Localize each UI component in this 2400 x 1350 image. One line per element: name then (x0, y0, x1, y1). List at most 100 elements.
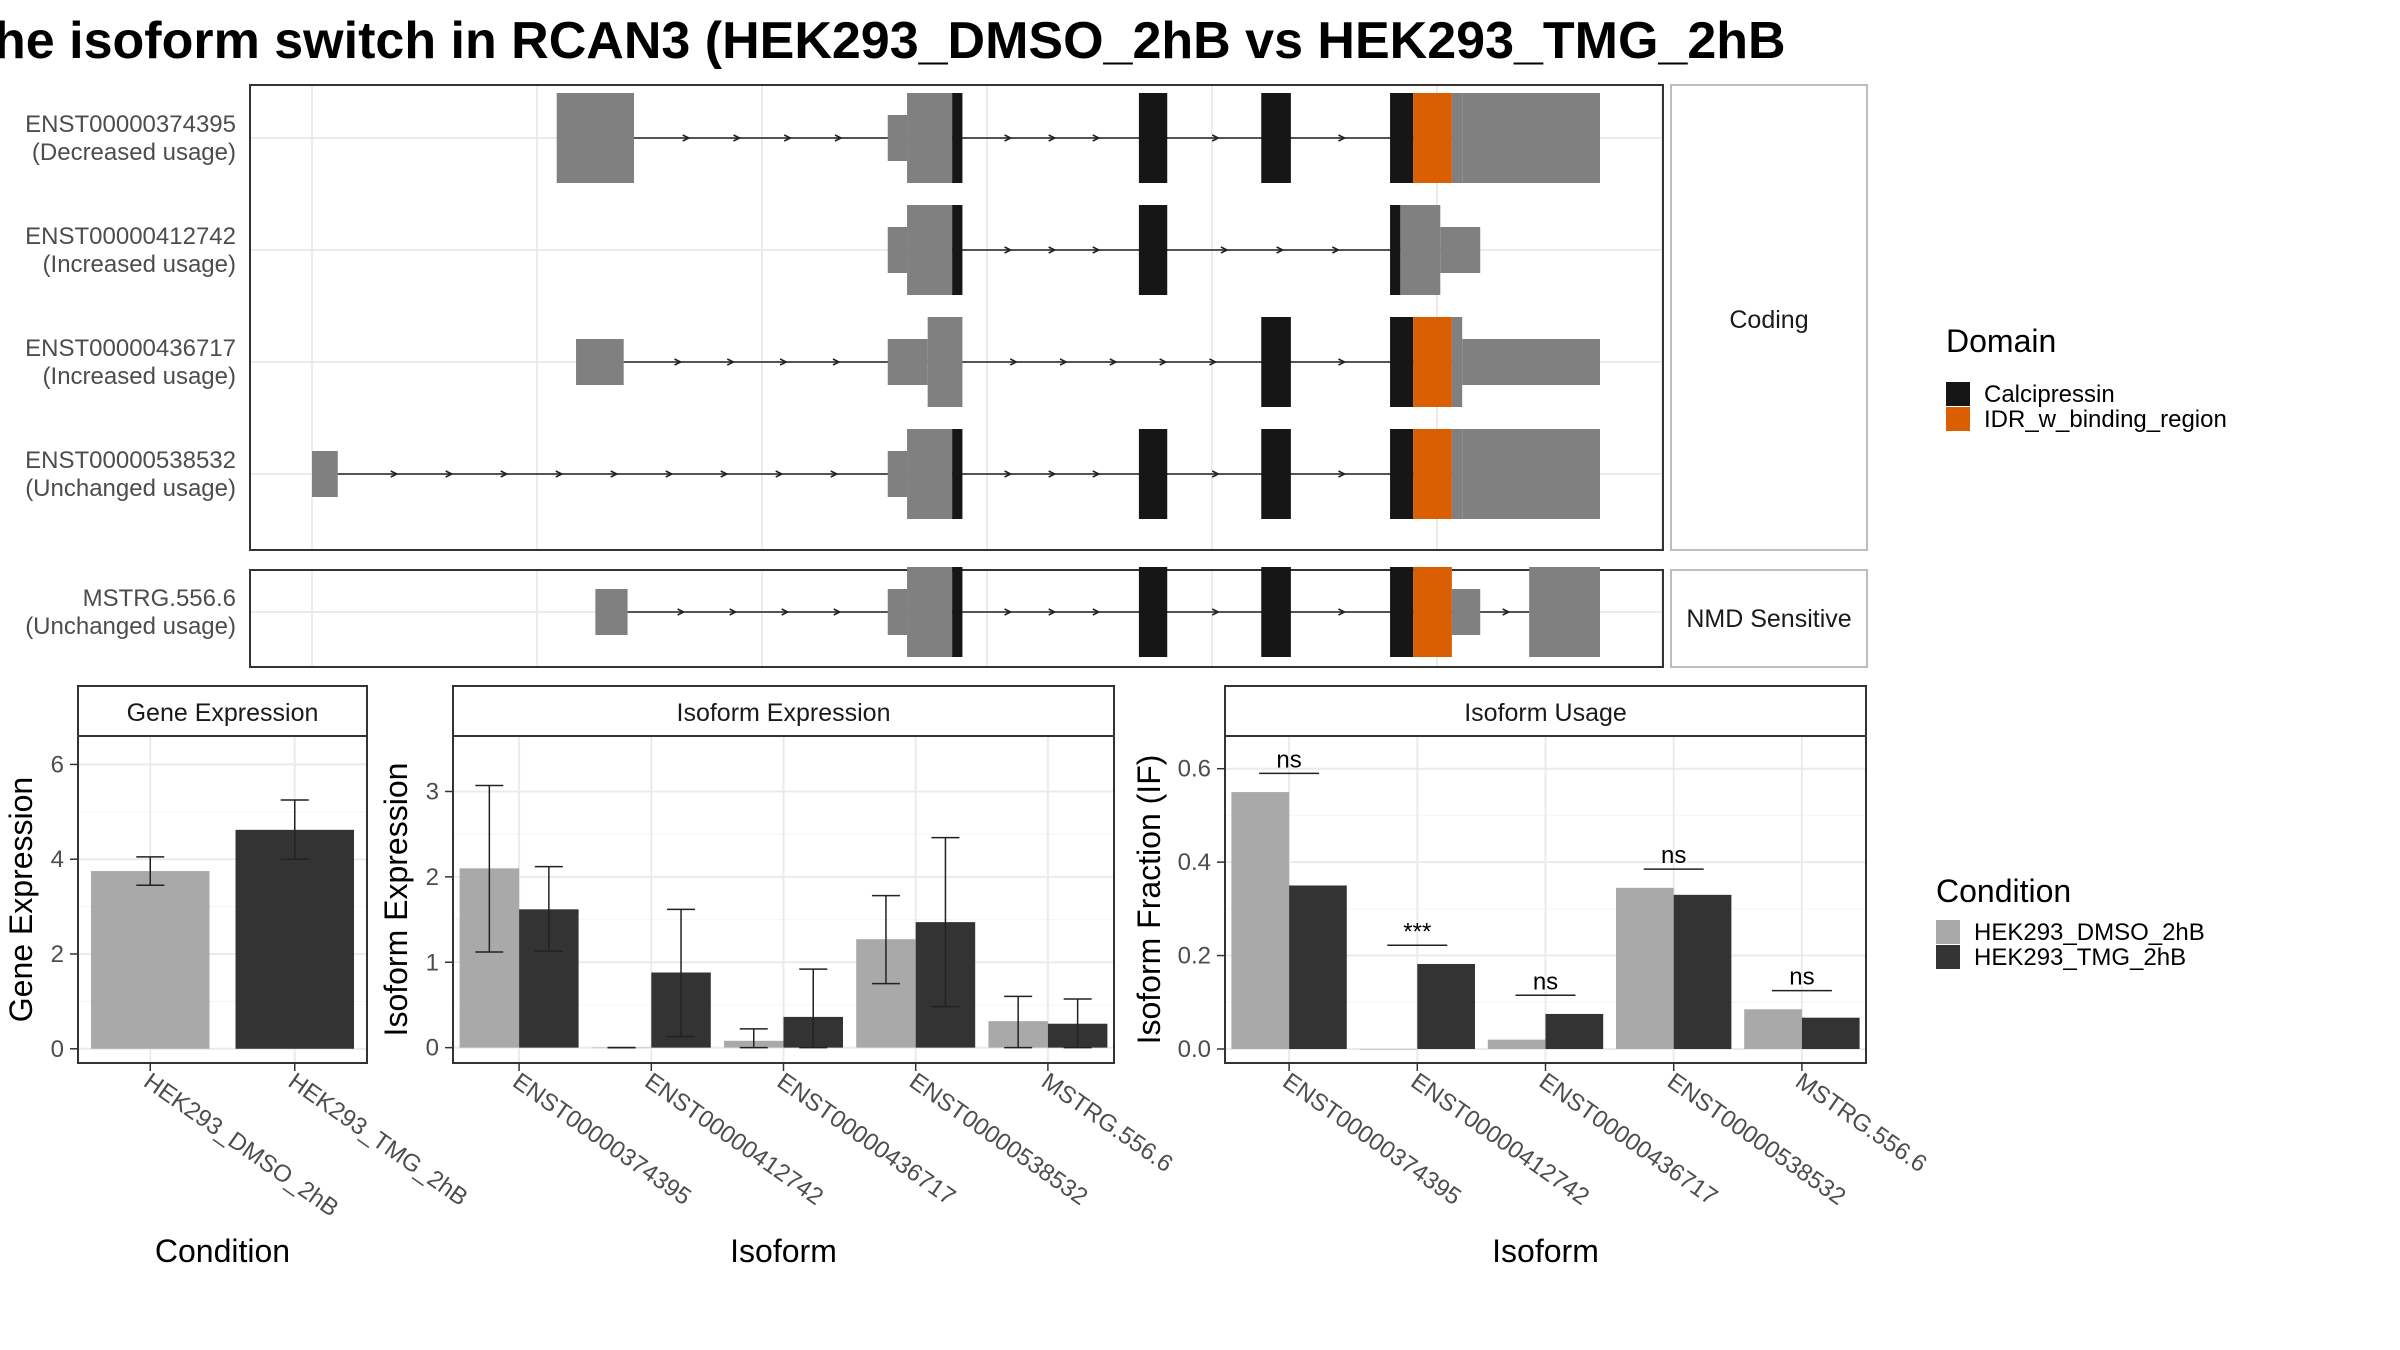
calcipressin-domain-block (1261, 93, 1291, 183)
exon-block (1529, 567, 1600, 657)
chart-strip-title: Gene Expression (127, 699, 319, 727)
intron-arrow (1048, 246, 1057, 254)
strip-nmd-box (1670, 569, 1868, 668)
condition-legend-title: Condition (1936, 873, 2071, 909)
intron-arrow (1338, 608, 1347, 616)
bar-ENST00000412742-HEK293_TMG_2hB (1417, 963, 1475, 1049)
legend-swatch-cond2 (1936, 945, 1960, 969)
intron-arrow (1092, 134, 1101, 142)
intron-arrow (1092, 608, 1101, 616)
exon-block (1400, 205, 1441, 295)
intron-arrow (1092, 470, 1101, 478)
exon-block (927, 317, 963, 407)
chart-panel-2: Isoform UsagensENST00000374395***ENST000… (1131, 685, 1932, 1269)
exon-block (887, 339, 928, 385)
chart-panel-border (77, 735, 368, 1064)
intron-arrow (1004, 134, 1013, 142)
intron-arrow (1109, 358, 1118, 366)
y-tick-label: 2 (426, 864, 439, 891)
intron-arrow (1092, 246, 1101, 254)
intron-arrow (1338, 358, 1347, 366)
transcript-row: ENST00000538532(Unchanged usage) (25, 429, 1600, 519)
domain-legend-title: Domain (1946, 323, 2056, 359)
intron-arrow (726, 358, 736, 366)
intron-arrow (1004, 246, 1013, 254)
y-tick-label: 1 (426, 949, 439, 976)
calcipressin-domain-block (1390, 93, 1414, 183)
exon-block (1451, 93, 1463, 183)
y-tick-label: 0.4 (1178, 849, 1211, 876)
chart-strip-box (77, 685, 368, 737)
exon-block (887, 451, 908, 497)
idr-domain-block (1413, 93, 1452, 183)
chart-panel-border (1224, 735, 1867, 1064)
intron-arrow (682, 134, 691, 142)
calcipressin-domain-block (1390, 429, 1414, 519)
calcipressin-domain-block (1390, 317, 1414, 407)
strip-nmd-label: NMD Sensitive (1686, 605, 1851, 633)
intron-arrow (783, 134, 793, 142)
transcript-id-label: MSTRG.556.6 (83, 585, 236, 612)
transcript-row: ENST00000436717(Increased usage) (25, 317, 1600, 407)
transcript-usage-label: (Decreased usage) (32, 139, 236, 166)
exon-block (907, 429, 953, 519)
transcript-row: MSTRG.556.6(Unchanged usage) (25, 567, 1600, 657)
intron-arrow (834, 134, 843, 142)
significance-label: *** (1403, 918, 1431, 945)
calcipressin-domain-block (1261, 317, 1291, 407)
exon-block (907, 205, 953, 295)
intron-arrow (1220, 246, 1229, 254)
intron-arrow (1048, 134, 1057, 142)
intron-arrow (1159, 358, 1168, 366)
intron-arrow (1009, 358, 1019, 366)
intron-arrow (781, 608, 790, 616)
exon-block (556, 93, 634, 183)
x-axis-title: Isoform (730, 1233, 837, 1269)
exon-block (887, 115, 908, 161)
transcript-usage-label: (Increased usage) (43, 363, 236, 390)
transcript-usage-label: (Unchanged usage) (25, 613, 236, 640)
significance-label: ns (1533, 968, 1558, 995)
transcript-usage-label: (Unchanged usage) (25, 475, 236, 502)
exon-block (576, 339, 624, 385)
exon-block (1462, 429, 1600, 519)
exon-block (907, 93, 953, 183)
intron-arrow (445, 470, 454, 478)
idr-domain-block (1413, 317, 1452, 407)
intron-arrow (779, 358, 788, 366)
chart-strip-title: Isoform Usage (1464, 699, 1627, 727)
intron-arrow (1211, 470, 1221, 478)
legend-label-cond2: HEK293_TMG_2hB (1974, 944, 2186, 971)
chart-strip-box (1224, 685, 1867, 737)
legend-swatch-idr (1946, 407, 1970, 431)
bar-MSTRG.556.6-HEK293_TMG_2hB (1801, 1017, 1860, 1049)
calcipressin-domain-block (952, 205, 963, 295)
calcipressin-domain-block (1390, 205, 1401, 295)
calcipressin-domain-block (952, 567, 963, 657)
intron-arrow (1048, 470, 1057, 478)
intron-arrow (665, 470, 674, 478)
legend-label-calcipressin: Calcipressin (1984, 381, 2115, 408)
intron-arrow (733, 134, 742, 142)
transcript-id-label: ENST00000436717 (25, 335, 236, 362)
y-tick-label: 4 (51, 846, 64, 873)
x-axis-title: Isoform (1492, 1233, 1599, 1269)
intron-arrow (555, 470, 564, 478)
x-axis-title: Condition (155, 1233, 290, 1269)
bar-HEK293_DMSO_2hB-HEK293_DMSO_2hB (91, 871, 210, 1049)
strip-coding-box (1670, 84, 1868, 551)
exon-block (887, 589, 908, 635)
y-tick-label: 0.2 (1178, 943, 1211, 970)
exon-block (907, 567, 953, 657)
intron-arrow (1331, 246, 1341, 254)
bar-ENST00000436717-HEK293_TMG_2hB (1545, 1013, 1604, 1049)
intron-arrow (1004, 608, 1013, 616)
intron-arrow (1048, 608, 1057, 616)
exon-block (1451, 429, 1463, 519)
calcipressin-domain-block (1261, 567, 1291, 657)
transcript-row: ENST00000374395(Decreased usage) (25, 93, 1600, 183)
chart-strip-title: Isoform Expression (677, 699, 891, 727)
bar-ENST00000374395-HEK293_DMSO_2hB (1231, 792, 1290, 1049)
